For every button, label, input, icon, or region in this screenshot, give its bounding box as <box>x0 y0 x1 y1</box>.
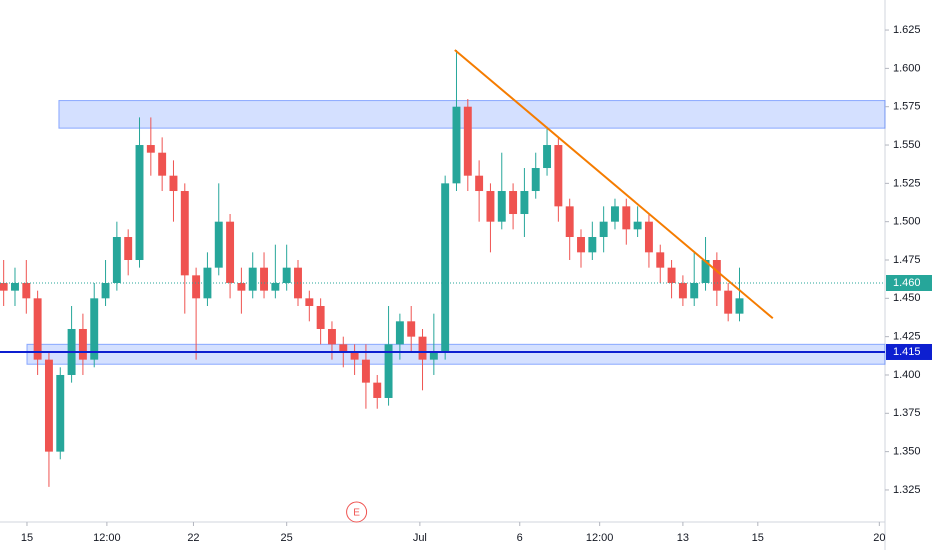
candle-body <box>22 282 31 299</box>
candle-body <box>656 252 665 268</box>
candle-body <box>0 282 8 291</box>
candle-body <box>33 298 42 360</box>
candle-body <box>327 328 336 345</box>
candle-body <box>282 267 291 283</box>
candle-body <box>56 374 65 452</box>
candle-body <box>712 260 721 291</box>
candle-body <box>690 282 699 299</box>
y-tick-label: 1.575 <box>893 101 921 113</box>
candle-body <box>554 145 563 207</box>
candle-body <box>135 145 144 261</box>
y-tick-label: 1.600 <box>893 62 921 74</box>
last-price-box <box>886 274 932 291</box>
candle-body <box>169 175 178 192</box>
y-tick-label: 1.500 <box>893 216 921 228</box>
candle-body <box>497 191 506 222</box>
zone <box>58 100 886 129</box>
candle-body <box>611 206 619 222</box>
x-tick-label: 13 <box>677 532 689 544</box>
candle-body <box>78 328 87 360</box>
candle-body <box>271 282 280 291</box>
candle-body <box>588 237 597 253</box>
candle-body <box>305 298 314 306</box>
zone <box>26 343 886 365</box>
candle-body <box>565 206 574 238</box>
candle-body <box>373 382 382 398</box>
candle-body <box>543 145 552 169</box>
candle-body <box>180 191 189 276</box>
event-marker-label: E <box>353 508 360 519</box>
level-label: 1.415 <box>893 346 921 358</box>
candle-body <box>248 267 257 291</box>
x-tick-label: 12:00 <box>93 532 121 544</box>
candle-body <box>644 221 653 253</box>
x-tick-label: 20 <box>873 532 885 544</box>
event-marker <box>346 501 368 523</box>
x-tick-label: 12:00 <box>586 532 614 544</box>
candle-body <box>192 275 201 299</box>
candle-body <box>429 351 438 360</box>
x-tick-label: Jul <box>413 532 427 544</box>
y-tick-label: 1.525 <box>893 177 921 189</box>
y-tick-label: 1.450 <box>893 292 921 304</box>
y-tick-label: 1.325 <box>893 484 921 496</box>
candle-body <box>577 237 585 253</box>
candle-body <box>350 351 359 360</box>
candle-body <box>452 106 461 184</box>
candle-body <box>146 145 155 153</box>
candle-body <box>509 191 518 215</box>
candle-body <box>237 282 246 291</box>
candle-body <box>226 221 235 283</box>
candle-body <box>316 305 325 329</box>
candle-body <box>90 298 99 360</box>
candle-body <box>101 282 110 299</box>
candle-body <box>735 298 744 314</box>
candle-body <box>11 282 19 291</box>
candle-body <box>667 267 676 283</box>
candle-body <box>44 359 53 452</box>
candle-body <box>486 191 495 222</box>
candle-body <box>361 359 370 383</box>
candle-body <box>678 282 687 299</box>
level-box <box>886 343 932 360</box>
candle-body <box>441 183 450 352</box>
candle-body <box>724 290 733 314</box>
candle-body <box>475 175 484 192</box>
candle-body <box>407 321 416 337</box>
candle-body <box>214 221 223 268</box>
candle-body <box>395 321 404 345</box>
y-tick-label: 1.350 <box>893 446 921 458</box>
x-tick-label: 6 <box>517 532 523 544</box>
candle-body <box>599 221 608 238</box>
candle-body <box>622 206 631 230</box>
y-tick-label: 1.425 <box>893 331 921 343</box>
trendline <box>454 49 774 320</box>
candle-body <box>124 237 133 261</box>
candle-body <box>463 106 472 176</box>
candle-body <box>384 344 393 398</box>
candle-body <box>112 237 121 283</box>
y-tick-label: 1.400 <box>893 369 921 381</box>
y-tick-label: 1.625 <box>893 24 921 36</box>
y-tick-label: 1.475 <box>893 254 921 266</box>
x-tick-label: 15 <box>752 532 764 544</box>
y-tick-label: 1.550 <box>893 139 921 151</box>
candle-body <box>701 260 710 283</box>
candle-body <box>418 336 427 360</box>
candle-body <box>633 221 642 230</box>
candle-body <box>520 191 529 215</box>
candle-body <box>158 152 167 176</box>
candle-body <box>260 267 268 291</box>
last-price-label: 1.460 <box>893 277 921 289</box>
candle-body <box>531 168 540 192</box>
candle-body <box>339 344 348 352</box>
x-tick-label: 15 <box>21 532 33 544</box>
x-tick-label: 22 <box>187 532 199 544</box>
y-tick-label: 1.375 <box>893 407 921 419</box>
x-tick-label: 25 <box>281 532 293 544</box>
